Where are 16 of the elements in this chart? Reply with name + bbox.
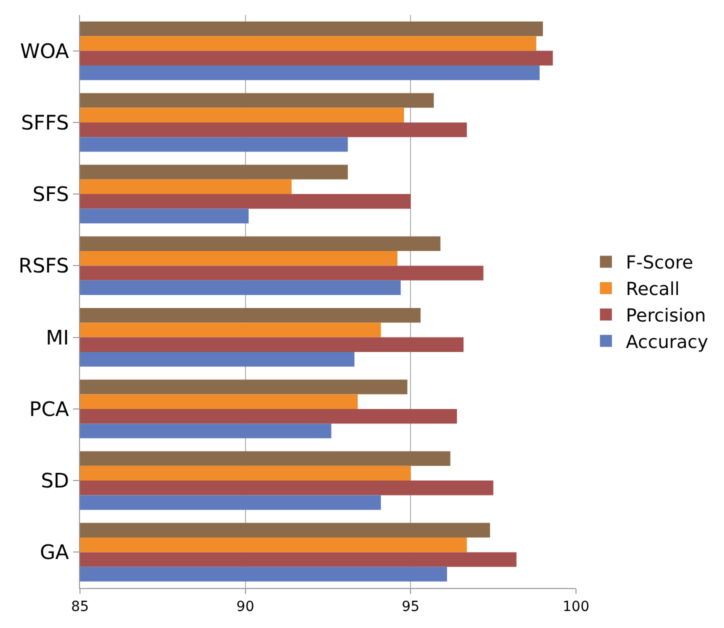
y-tick-label: SD: [40, 468, 69, 493]
legend-label: Percision: [626, 306, 706, 327]
legend-label: Recall: [626, 279, 680, 300]
x-tick-label: 95: [402, 598, 420, 615]
y-tick-label: RSFS: [18, 254, 69, 278]
y-tick-label: SFS: [32, 182, 69, 206]
x-tick-label: 90: [236, 598, 254, 615]
y-tick-label: WOA: [20, 38, 70, 63]
legend-label: Accuracy: [626, 332, 708, 353]
y-tick-label: MI: [46, 325, 69, 350]
x-tick-label: 100: [562, 598, 590, 615]
y-tick-label: SFFS: [20, 110, 69, 134]
y-tick-label: GA: [40, 540, 70, 564]
x-tick-label: 85: [71, 598, 89, 615]
y-tick-label: PCA: [29, 396, 70, 421]
legend-label: F-Score: [626, 252, 694, 274]
